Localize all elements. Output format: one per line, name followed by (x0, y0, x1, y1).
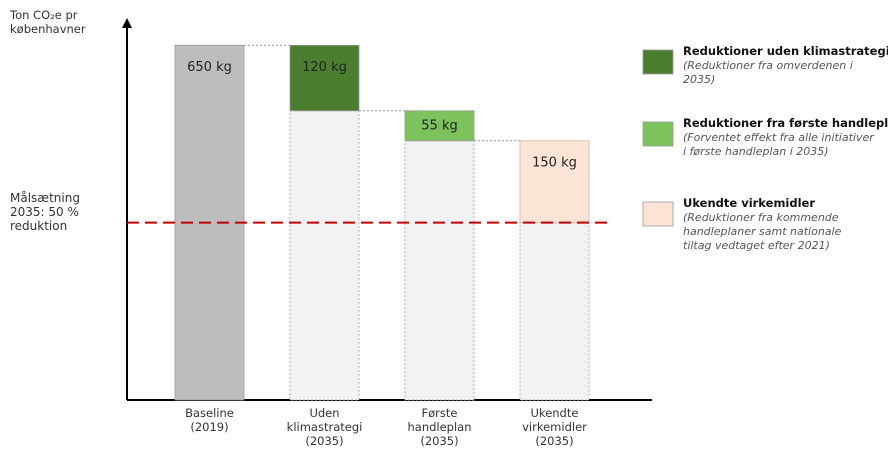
x-tick-label: Baseline (2019) (185, 406, 234, 434)
remainder-bar (404, 140, 475, 401)
x-tick-label: Første handleplan (2035) (407, 406, 472, 448)
legend-swatch (642, 121, 674, 147)
legend-swatch (642, 201, 674, 227)
y-axis-label: Ton CO₂e pr københavner (10, 8, 86, 36)
y-axis-arrow (122, 18, 132, 28)
bar (289, 44, 360, 112)
data-label: 150 kg (532, 155, 577, 170)
data-label: 650 kg (187, 60, 232, 75)
legend-swatch (642, 49, 674, 75)
legend-title: Reduktioner uden klimastrategi (683, 44, 888, 58)
legend-title: Reduktioner fra første handleplan (683, 116, 888, 130)
legend-note: (Reduktioner fra kommende handleplaner s… (683, 211, 842, 252)
bar (519, 140, 590, 224)
legend-title: Ukendte virkemidler (683, 196, 816, 210)
target-label: Målsætning 2035: 50 % reduktion (10, 190, 80, 233)
legend-note: (Reduktioner fra omverdenen i 2035) (683, 59, 853, 86)
x-tick-label: Ukendte virkemidler (2035) (522, 406, 587, 448)
bar (404, 110, 475, 142)
remainder-bar (289, 110, 360, 401)
legend-note: (Forventet effekt fra alle initiativer i… (683, 131, 874, 158)
remainder-bar (519, 222, 590, 401)
data-label: 55 kg (421, 118, 457, 133)
x-tick-label: Uden klimastrategi (2035) (286, 406, 363, 448)
data-label: 120 kg (302, 60, 347, 75)
